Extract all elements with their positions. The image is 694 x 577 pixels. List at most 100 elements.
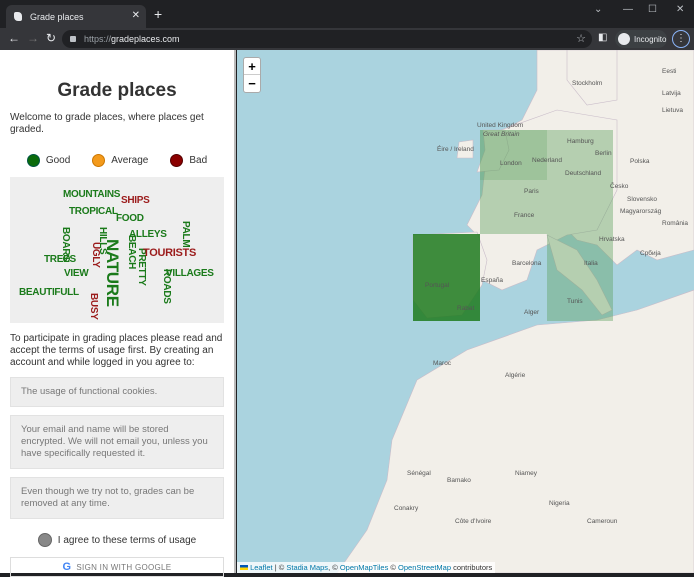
term-item: The usage of functional cookies. xyxy=(10,377,224,407)
map-label: Slovensko xyxy=(627,196,657,203)
word: TOURISTS xyxy=(143,247,197,259)
word: BEAUTIFULL xyxy=(19,287,79,298)
legend-bad: Bad xyxy=(170,154,207,167)
tab-grade-places[interactable]: Grade places ✕ xyxy=(6,5,146,28)
map-label: Tunis xyxy=(567,298,583,305)
map-label: España xyxy=(481,277,504,284)
map-label: Magyarország xyxy=(620,208,662,215)
reload-icon[interactable]: ↻ xyxy=(46,31,57,45)
legend-average: Average xyxy=(92,154,148,167)
favicon-icon xyxy=(14,12,22,21)
map-label: Alger xyxy=(524,309,540,316)
map-label: România xyxy=(662,220,689,227)
forward-icon[interactable]: → xyxy=(27,31,39,45)
map-label: Rabat xyxy=(457,305,475,312)
incognito-badge[interactable]: Incognito xyxy=(615,30,667,48)
lock-icon xyxy=(70,36,76,42)
word: FOOD xyxy=(116,213,144,224)
browser-toolbar: ← → ↻ https://gradeplaces.com ☆ ◧ Incogn… xyxy=(0,28,694,50)
word: TREES xyxy=(44,254,76,265)
attr-text: © xyxy=(388,563,399,572)
google-icon: G xyxy=(62,561,72,573)
map-label: Bamako xyxy=(447,477,471,484)
map-label: Polska xyxy=(630,158,650,165)
back-icon[interactable]: ← xyxy=(8,31,20,45)
openmaptiles-link[interactable]: OpenMapTiles xyxy=(339,563,389,572)
map-label: Cameroun xyxy=(587,518,618,525)
word-cloud: MOUNTAINS SHIPS TROPICAL FOOD PALM BOARS… xyxy=(10,177,224,323)
map-label: Србија xyxy=(640,250,661,257)
map-label: Niamey xyxy=(515,470,538,477)
map-label: Conakry xyxy=(394,505,419,512)
close-tab-icon[interactable]: ✕ xyxy=(131,10,140,21)
word: VILLAGES xyxy=(166,268,214,279)
map-label: London xyxy=(500,160,522,167)
map-label: France xyxy=(514,212,535,219)
incognito-label: Incognito xyxy=(634,34,667,44)
map-label: Nigeria xyxy=(549,500,570,507)
map-label: Stockholm xyxy=(572,80,603,87)
map-label: Italia xyxy=(584,260,598,267)
map-label: Paris xyxy=(524,188,539,195)
map-label: Berlin xyxy=(595,150,612,157)
map-label: Portugal xyxy=(425,282,450,289)
word: SHIPS xyxy=(121,195,150,206)
attr-text: contributors xyxy=(451,563,493,572)
zoom-control: + − xyxy=(243,57,261,93)
leaflet-link[interactable]: Leaflet xyxy=(250,563,273,572)
word: MOUNTAINS xyxy=(63,189,121,200)
attr-text: , © xyxy=(328,563,340,572)
agree-label: I agree to these terms of usage xyxy=(57,534,197,546)
map-attribution: Leaflet | © Stadia Maps, © OpenMapTiles … xyxy=(237,562,496,573)
ukraine-flag-icon xyxy=(240,565,248,570)
word: PALM xyxy=(180,221,191,248)
grade-legend: Good Average Bad xyxy=(0,154,234,167)
new-tab-icon[interactable]: + xyxy=(154,6,163,22)
terms-intro: To participate in grading places please … xyxy=(10,333,223,368)
word: TROPICAL xyxy=(69,206,118,217)
tab-bar: Grade places ✕ + ⌄ — ☐ ✕ xyxy=(0,0,694,28)
map-label: Maroc xyxy=(433,360,452,367)
map-label: Barcelona xyxy=(512,260,542,267)
zoom-out-button[interactable]: − xyxy=(248,76,256,91)
map-label: Great Britain xyxy=(483,131,520,138)
url-prefix: https:// xyxy=(84,34,112,44)
url-host: gradeplaces.com xyxy=(111,34,180,44)
welcome-text: Welcome to grade places, where places ge… xyxy=(10,112,204,135)
map-label: Hrvatska xyxy=(599,236,625,243)
google-sign-in-label: SIGN IN WITH GOOGLE xyxy=(76,562,172,572)
agree-checkbox[interactable] xyxy=(37,533,52,547)
menu-kebab-icon[interactable]: ⋮ xyxy=(672,30,690,48)
sidebar: Grade places Welcome to grade places, wh… xyxy=(0,50,236,577)
map-tiles xyxy=(336,50,694,573)
minimize-icon[interactable]: — xyxy=(623,4,633,15)
maximize-icon[interactable]: ☐ xyxy=(648,4,657,15)
map-label: Eesti xyxy=(662,68,677,75)
map-label: United Kingdom xyxy=(477,122,524,129)
map-label: Éire / Ireland xyxy=(437,146,474,153)
address-bar[interactable]: https://gradeplaces.com ☆ xyxy=(62,30,592,48)
legend-good: Good xyxy=(26,154,70,167)
map-label: Algérie xyxy=(505,372,526,379)
map-label: Côte d'Ivoire xyxy=(455,518,492,525)
zoom-in-button[interactable]: + xyxy=(244,58,260,75)
agree-terms[interactable]: I agree to these terms of usage xyxy=(0,533,234,547)
stadia-link[interactable]: Stadia Maps xyxy=(286,563,329,572)
map-label: Nederland xyxy=(532,157,562,164)
map-label: Česko xyxy=(610,183,629,190)
page-title: Grade places xyxy=(57,80,177,101)
google-sign-in-button[interactable]: G SIGN IN WITH GOOGLE xyxy=(10,557,224,577)
term-item: Your email and name will be stored encry… xyxy=(10,415,224,469)
map-label: Deutschland xyxy=(565,170,602,177)
word: VIEW xyxy=(64,268,89,279)
incognito-icon xyxy=(618,33,630,45)
close-window-icon[interactable]: ✕ xyxy=(676,4,685,15)
bookmark-star-icon[interactable]: ☆ xyxy=(576,33,586,45)
attr-text: | © xyxy=(272,563,287,572)
osm-link[interactable]: OpenStreetMap xyxy=(398,563,451,572)
tab-search-icon[interactable]: ⌄ xyxy=(594,4,603,15)
word: NATURE xyxy=(103,239,122,307)
side-panel-icon[interactable]: ◧ xyxy=(598,32,608,43)
map-label: Lietuva xyxy=(662,107,683,114)
map[interactable]: Stockholm Eesti Latvija Lietuva United K… xyxy=(237,50,694,573)
